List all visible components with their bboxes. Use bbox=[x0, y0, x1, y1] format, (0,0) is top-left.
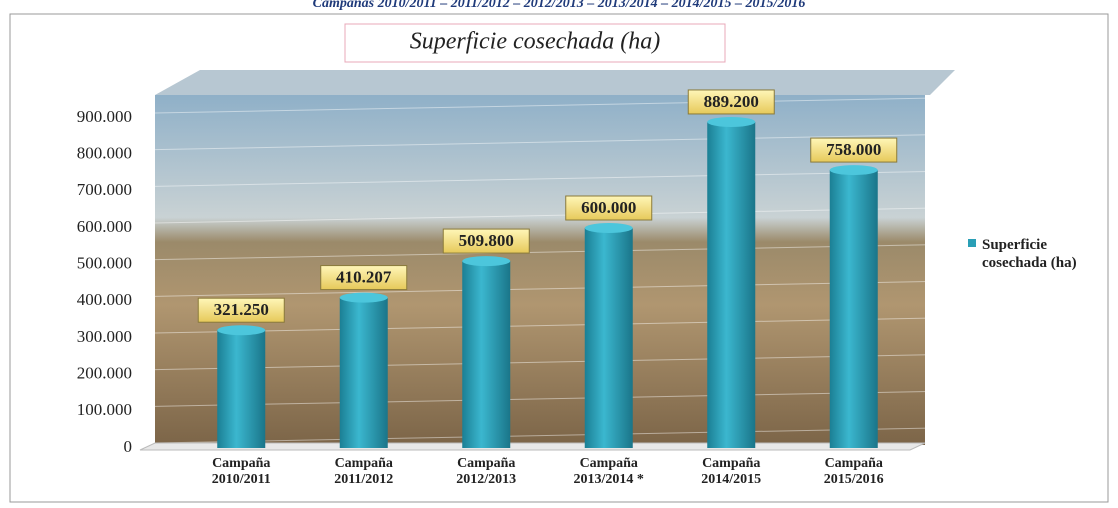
bar-cap bbox=[339, 292, 388, 303]
y-tick-label: 600.000 bbox=[77, 217, 132, 236]
plot: 0 100.000 200.000 300.000 400.000 500.000 600.… bbox=[77, 89, 936, 456]
grid-line bbox=[154, 207, 936, 224]
bar-cap bbox=[829, 165, 878, 176]
plot-top bbox=[155, 70, 955, 95]
grid-line bbox=[154, 244, 936, 261]
value-label: 758.000 bbox=[826, 140, 881, 159]
bar-cap bbox=[217, 325, 266, 336]
value-label-box bbox=[687, 89, 775, 115]
value-label-box bbox=[810, 137, 898, 163]
y-tick-label: 500.000 bbox=[77, 254, 132, 273]
y-tick-label: 100.000 bbox=[77, 400, 132, 419]
legend-swatch bbox=[968, 239, 976, 247]
legend: Superficie cosechada (ha) bbox=[968, 236, 1088, 272]
y-tick-label: 700.000 bbox=[77, 180, 132, 199]
value-label: 321.250 bbox=[214, 300, 269, 319]
grid-line bbox=[154, 427, 936, 444]
bar bbox=[829, 170, 878, 449]
title-box bbox=[344, 23, 726, 63]
y-tick-label: 800.000 bbox=[77, 144, 132, 163]
x-tick-label: Campaña 2011/2012 bbox=[334, 456, 394, 487]
value-label-box bbox=[565, 195, 653, 221]
x-tick-label: Campaña 2010/2011 bbox=[211, 456, 271, 487]
bar-cap bbox=[462, 256, 511, 267]
bar-cap bbox=[584, 223, 633, 233]
subtitle: Campañas 2010/2011 – 2011/2012 – 2012/20… bbox=[313, 0, 806, 11]
bar bbox=[462, 261, 511, 448]
y-tick-label: 200.000 bbox=[77, 364, 132, 383]
grid-line bbox=[154, 170, 936, 187]
bar-cap bbox=[707, 116, 756, 127]
x-tick-label: Campaña 2015/2016 bbox=[823, 456, 884, 487]
y-tick-label: 300.000 bbox=[77, 327, 132, 346]
value-label: 600.000 bbox=[581, 198, 636, 217]
grid-line bbox=[154, 354, 936, 371]
x-tick-label: Campaña 2012/2013 bbox=[456, 456, 517, 487]
bar bbox=[584, 228, 633, 448]
y-tick-label: 900.000 bbox=[77, 107, 132, 126]
grid-line bbox=[154, 97, 936, 114]
y-tick-label: 400.000 bbox=[77, 290, 132, 309]
grid-line bbox=[154, 390, 936, 407]
x-tick-label: Campaña 2014/2015 bbox=[701, 456, 762, 487]
chart-title: Superficie cosechada (ha) bbox=[410, 29, 661, 55]
grid-line bbox=[154, 280, 936, 297]
grid-line bbox=[154, 317, 936, 334]
legend-label: Superficie cosechada (ha) bbox=[982, 237, 1077, 271]
value-label: 889.200 bbox=[704, 92, 759, 111]
value-label-box bbox=[442, 228, 530, 254]
value-label-box bbox=[320, 265, 408, 291]
grid-line bbox=[154, 134, 936, 151]
bar bbox=[217, 330, 266, 448]
plot-background bbox=[155, 95, 925, 445]
value-label: 410.207 bbox=[336, 267, 392, 286]
x-tick-label: Campaña 2013/2014 * bbox=[573, 456, 644, 487]
y-tick-label: 0 bbox=[124, 437, 133, 456]
value-label: 509.800 bbox=[459, 231, 514, 250]
bar bbox=[339, 297, 388, 448]
bar bbox=[707, 121, 756, 449]
value-label-box bbox=[197, 297, 285, 323]
